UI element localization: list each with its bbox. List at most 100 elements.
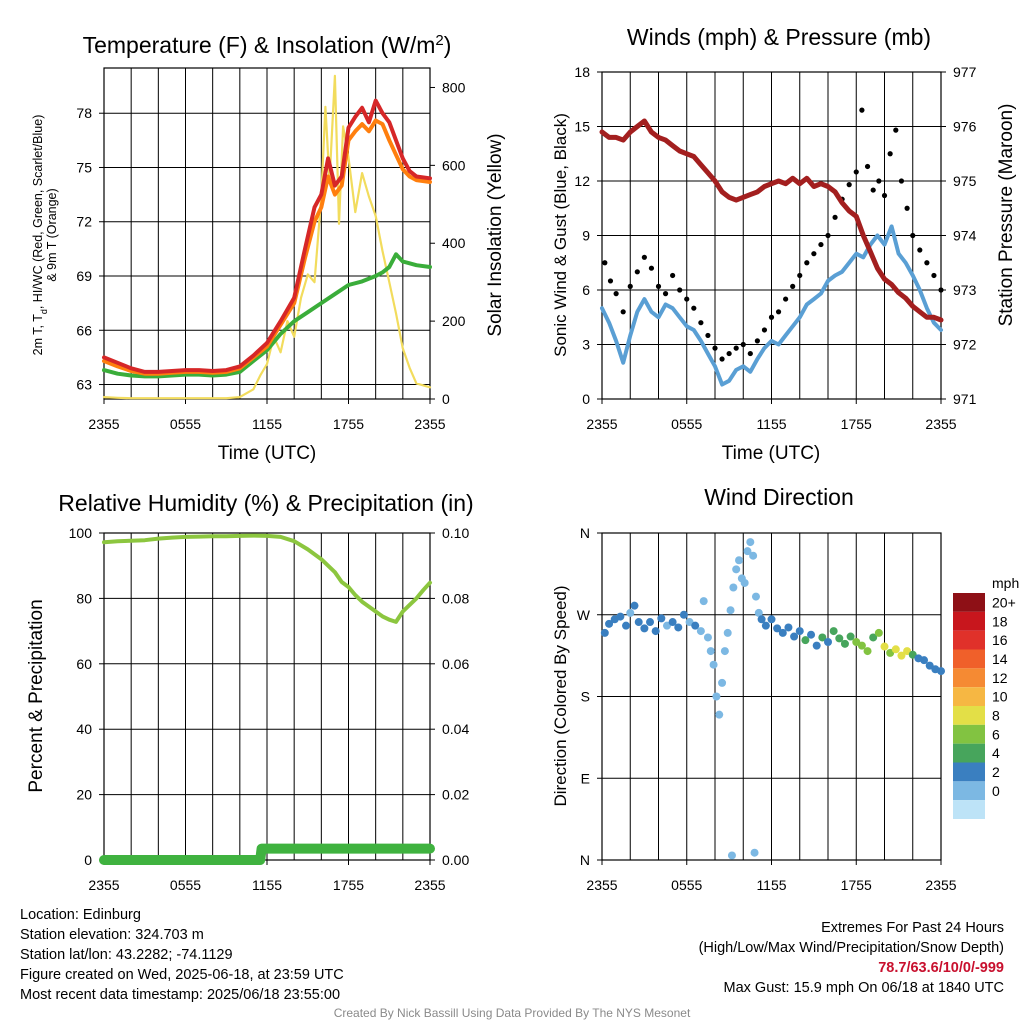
colorbar-swatch [953, 611, 985, 631]
gust-point [846, 182, 852, 188]
colorbar-swatch [953, 800, 985, 819]
y-tick-label: 9 [582, 228, 590, 244]
colorbar-label: 0 [992, 783, 1000, 799]
chart-title-sup: 2 [435, 32, 443, 49]
colorbar-swatch [953, 630, 985, 650]
y2-tick-label: 200 [442, 313, 466, 329]
gust-point [613, 291, 619, 297]
chart-title: Winds (mph) & Pressure (mb) [627, 24, 931, 50]
recent-text: Most recent data timestamp: 2025/06/18 2… [20, 987, 341, 1003]
y2-tick-label: 0.00 [442, 852, 469, 868]
y2-tick-label: 976 [953, 119, 977, 135]
gust-point [627, 283, 633, 289]
direction-point [706, 647, 715, 656]
direction-point [703, 633, 712, 642]
direction-point [630, 601, 639, 610]
gust-point [924, 260, 930, 266]
x-tick-label: 1155 [756, 416, 786, 432]
x-tick-label: 2355 [925, 416, 956, 432]
direction-point [795, 627, 804, 636]
direction-point [801, 636, 810, 645]
direction-point [674, 623, 683, 632]
y-tick-label: 69 [76, 268, 92, 284]
gust-point [825, 232, 831, 239]
direction-point [668, 618, 677, 627]
colorbar-label: 20+ [992, 594, 1016, 610]
direction-point [897, 651, 906, 660]
y-axis-label: Sonic Wind & Gust (Blue, Black) [551, 113, 570, 357]
direction-point [732, 565, 741, 574]
elevation-text: Station elevation: 324.703 m [20, 927, 204, 943]
y-tick-label: W [577, 607, 591, 623]
y-axis-label-line1: 2m T, Td, HI/WC (Red, Green, Scarlet/Blu… [31, 115, 49, 356]
colorbar-label: 14 [992, 651, 1008, 667]
direction-point [757, 615, 766, 624]
gust-point [904, 205, 910, 211]
pressure-line [599, 118, 944, 323]
colorbar-unit: mph [992, 575, 1019, 591]
x-tick-label: 2355 [925, 877, 956, 893]
colorbar-label: 12 [992, 670, 1008, 686]
direction-point [829, 627, 838, 636]
direction-point [634, 618, 643, 627]
direction-point [715, 710, 724, 719]
gust-point [853, 169, 859, 175]
sonic-wind-line [600, 224, 943, 387]
direction-point [750, 848, 759, 857]
extremes-legend: (High/Low/Max Wind/Precipitation/Snow De… [698, 940, 1004, 956]
chart-title: Temperature (F) & Insolation (W/m2) [83, 32, 452, 59]
colorbar-swatch [953, 649, 985, 669]
gust-point [768, 314, 775, 320]
y-tick-label: 100 [69, 525, 93, 541]
colorbar-label: 6 [992, 726, 1000, 742]
gust-point [719, 356, 725, 362]
direction-point [767, 615, 776, 624]
y2-tick-label: 975 [953, 173, 977, 189]
direction-point [784, 623, 793, 632]
y2-tick-label: 972 [953, 337, 977, 353]
chart-title-main: Temperature (F) & Insolation (W/m [83, 32, 436, 58]
direction-point [726, 606, 735, 615]
gust-point [910, 232, 916, 239]
y-axis-label-line2: & 9m T (Orange) [45, 188, 59, 281]
gust-point [811, 251, 817, 257]
gust-point [881, 192, 888, 199]
colorbar-label: 4 [992, 745, 1000, 761]
gust-point [832, 214, 838, 220]
colorbar-swatch [953, 668, 985, 688]
x-tick-label: 2355 [414, 877, 445, 893]
gust-point [662, 291, 669, 297]
direction-point [600, 628, 609, 637]
direction-point [696, 627, 705, 636]
gust-point [655, 283, 662, 289]
y-tick-label: N [580, 852, 590, 868]
x-tick-label: 2355 [414, 416, 445, 432]
direction-point [651, 627, 660, 636]
chart-title: Wind Direction [704, 484, 854, 510]
direction-point [754, 608, 763, 617]
gust-point [775, 309, 782, 315]
y-tick-label: 78 [76, 105, 92, 121]
y-tick-label: 0 [84, 852, 92, 868]
direction-point [840, 639, 849, 648]
x-tick-label: 2355 [88, 877, 119, 893]
colorbar-swatch [953, 762, 985, 782]
y-axis-label-b: , HI/WC (Red, Green, Scarlet/Blue) [31, 115, 45, 310]
direction-point [824, 638, 832, 646]
gust-point [818, 241, 824, 248]
location-text: Location: Edinburg [20, 907, 141, 923]
y-tick-label: N [580, 525, 590, 541]
x-tick-label: 1155 [252, 416, 282, 432]
direction-point [709, 660, 718, 669]
chart-title: Relative Humidity (%) & Precipitation (i… [58, 490, 473, 516]
direction-point [723, 628, 732, 637]
gust-point [698, 320, 704, 326]
station-info: Location: Edinburg Station elevation: 32… [20, 905, 344, 1005]
y-tick-label: 40 [76, 721, 92, 737]
x-tick-label: 0555 [671, 877, 702, 893]
wind-direction-chart: 2355 0555 1155 1755 2355 N E S W N Wind Direction D… [551, 484, 1019, 893]
colorbar-swatch [953, 724, 985, 744]
y2-tick-label: 0 [442, 391, 450, 407]
y-axis-label: Percent & Precipitation [26, 599, 47, 792]
direction-point [605, 619, 614, 628]
